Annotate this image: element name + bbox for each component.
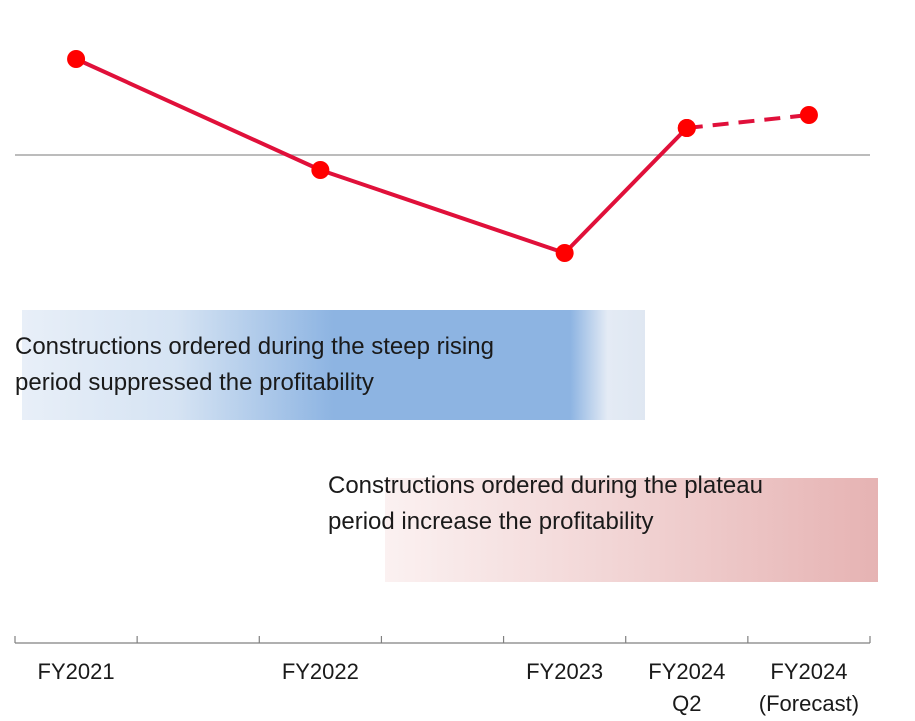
x-tick-label: FY2023: [526, 659, 604, 684]
line: [75, 57, 689, 255]
annotation-band: [22, 310, 645, 420]
x-tick-label: FY2022: [281, 659, 359, 684]
marker: [67, 50, 86, 68]
marker: [799, 106, 818, 124]
annotation: Constructions ordered during the steep r…: [15, 333, 494, 396]
marker: [677, 119, 696, 137]
marker: [311, 161, 330, 179]
x-tick-label: FY2024 (Forecast): [758, 659, 860, 716]
line: [686, 113, 810, 130]
marker: [555, 244, 574, 262]
x-tick-label: FY2021: [37, 659, 115, 684]
annotation-band: [385, 478, 878, 582]
annotation: Constructions ordered during the plateau…: [328, 472, 763, 535]
x-tick-label: FY2024 Q2: [648, 659, 726, 716]
